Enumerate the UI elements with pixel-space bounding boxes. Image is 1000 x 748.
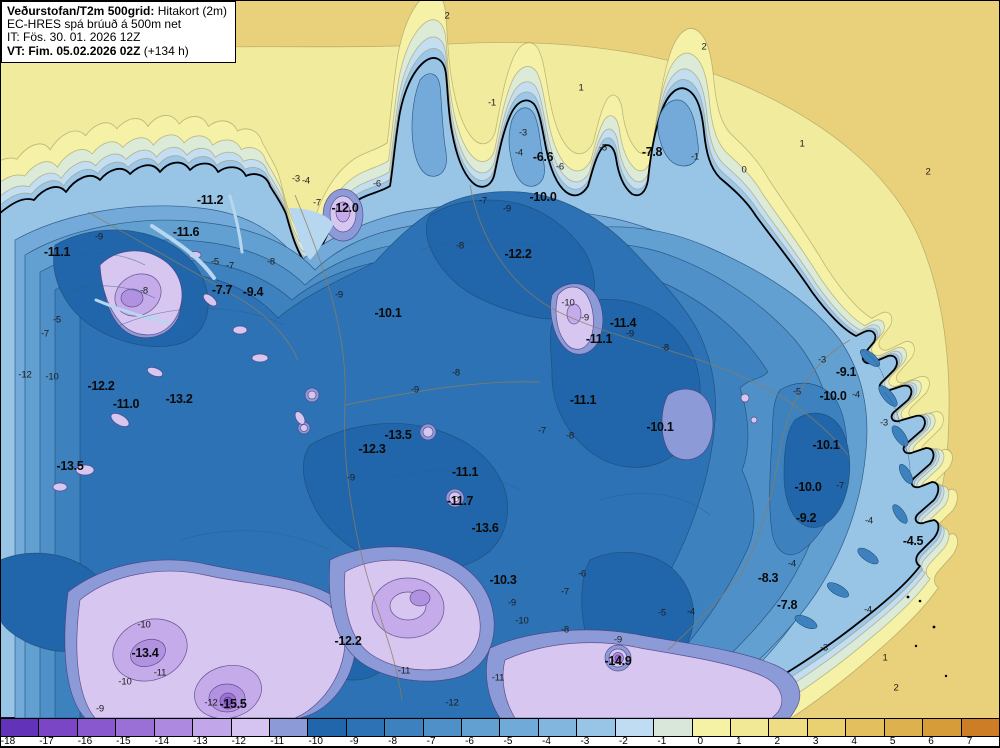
colorbar-tick: 3 xyxy=(812,736,819,747)
colorbar-cell xyxy=(846,719,885,737)
colorbar-cell xyxy=(538,719,578,737)
colorbar-tick: -5 xyxy=(503,736,513,747)
colorbar-tick: 2 xyxy=(774,736,780,747)
colorbar-cell xyxy=(731,719,770,737)
colorbar-cell xyxy=(269,719,309,737)
colorbar-tick: -15 xyxy=(116,736,131,747)
colorbar-cell xyxy=(500,719,539,737)
road-lines xyxy=(87,184,851,701)
colorbar-tick: -16 xyxy=(77,736,93,747)
coldest-area-patches xyxy=(52,188,801,718)
colorbar-tick: -11 xyxy=(270,736,285,747)
colorbar-cell xyxy=(385,719,424,737)
colorbar-cell xyxy=(116,719,155,737)
colorbar-tick: -14 xyxy=(154,736,170,747)
colorbar-cell xyxy=(0,719,40,737)
colorbar-tick: -2 xyxy=(618,736,628,747)
colorbar-cell xyxy=(692,719,732,737)
colorbar-tick: 0 xyxy=(697,736,704,747)
colorbar-tick: -13 xyxy=(193,736,208,747)
colorbar-tick: 1 xyxy=(735,736,742,747)
colorbar-tick: 5 xyxy=(889,736,896,747)
colorbar-cell xyxy=(77,719,117,737)
colorbar-cell xyxy=(346,719,386,737)
colorbar-tick-row: -18 -17 -16 -15 -14 -13 -12 -11 -10 -9 -8 -7 -6 -5 -4-… xyxy=(0,736,1000,747)
title-line-1: Veðurstofan/T2m 500grid: Hitakort (2m) xyxy=(7,4,228,18)
colorbar-cell xyxy=(39,719,78,737)
title-line-4: VT: Fim. 05.02.2026 02Z (+134 h) xyxy=(7,43,189,58)
colorbar-cell xyxy=(462,719,501,737)
colorbar-tick: -6 xyxy=(465,736,474,747)
title-line-3: IT: Fös. 30. 01. 2026 12Z xyxy=(7,30,141,45)
colorbar-tick: -7 xyxy=(426,736,436,747)
colorbar-tick: -4 xyxy=(542,736,551,747)
colorbar-tick: -18 xyxy=(0,736,16,747)
map-area: 2 2 1 -1 1 -1 0 2 -3 -4 -3 -4 -6 -5 -7 -7 -9 -6 -8 -9 -8 -5 -7… xyxy=(0,0,959,718)
colorbar-tick: -12 xyxy=(231,736,246,747)
colorbar-cell xyxy=(884,719,924,737)
colorbar-cell xyxy=(423,719,463,737)
colorbar-tick: 4 xyxy=(851,736,857,747)
fjord-water xyxy=(94,194,334,324)
colorbar-tick: -1 xyxy=(657,736,667,747)
colorbar-cell xyxy=(231,719,270,737)
colorbar-tick: -3 xyxy=(580,736,590,747)
colorbar-cell xyxy=(154,719,194,737)
colorbar-cell xyxy=(615,719,655,737)
islet-dots xyxy=(906,595,948,678)
colorbar-tick: 6 xyxy=(928,736,934,747)
colorbar-tick: -9 xyxy=(349,736,359,747)
colorbar-cell xyxy=(769,719,808,737)
colorbar-tick: -17 xyxy=(39,736,54,747)
temperature-contour-map xyxy=(0,0,959,718)
colorbar-cell xyxy=(308,719,347,737)
colorbar-tick: 7 xyxy=(966,736,973,747)
title-line-2: EC-HRES spá brúuð á 500m net xyxy=(7,17,182,32)
colorbar-cell xyxy=(193,719,232,737)
contour-texture xyxy=(59,240,911,551)
colorbar-cell xyxy=(807,719,847,737)
colorbar-cell xyxy=(577,719,616,737)
colorbar xyxy=(0,718,1000,737)
colorbar-cell xyxy=(961,719,1000,737)
title-box: Veðurstofan/T2m 500grid: Hitakort (2m) E… xyxy=(1,1,237,63)
colorbar-cell xyxy=(923,719,962,737)
colorbar-tick: -10 xyxy=(308,736,323,747)
colorbar-tick: -8 xyxy=(388,736,398,747)
colorbar-cell xyxy=(654,719,693,737)
